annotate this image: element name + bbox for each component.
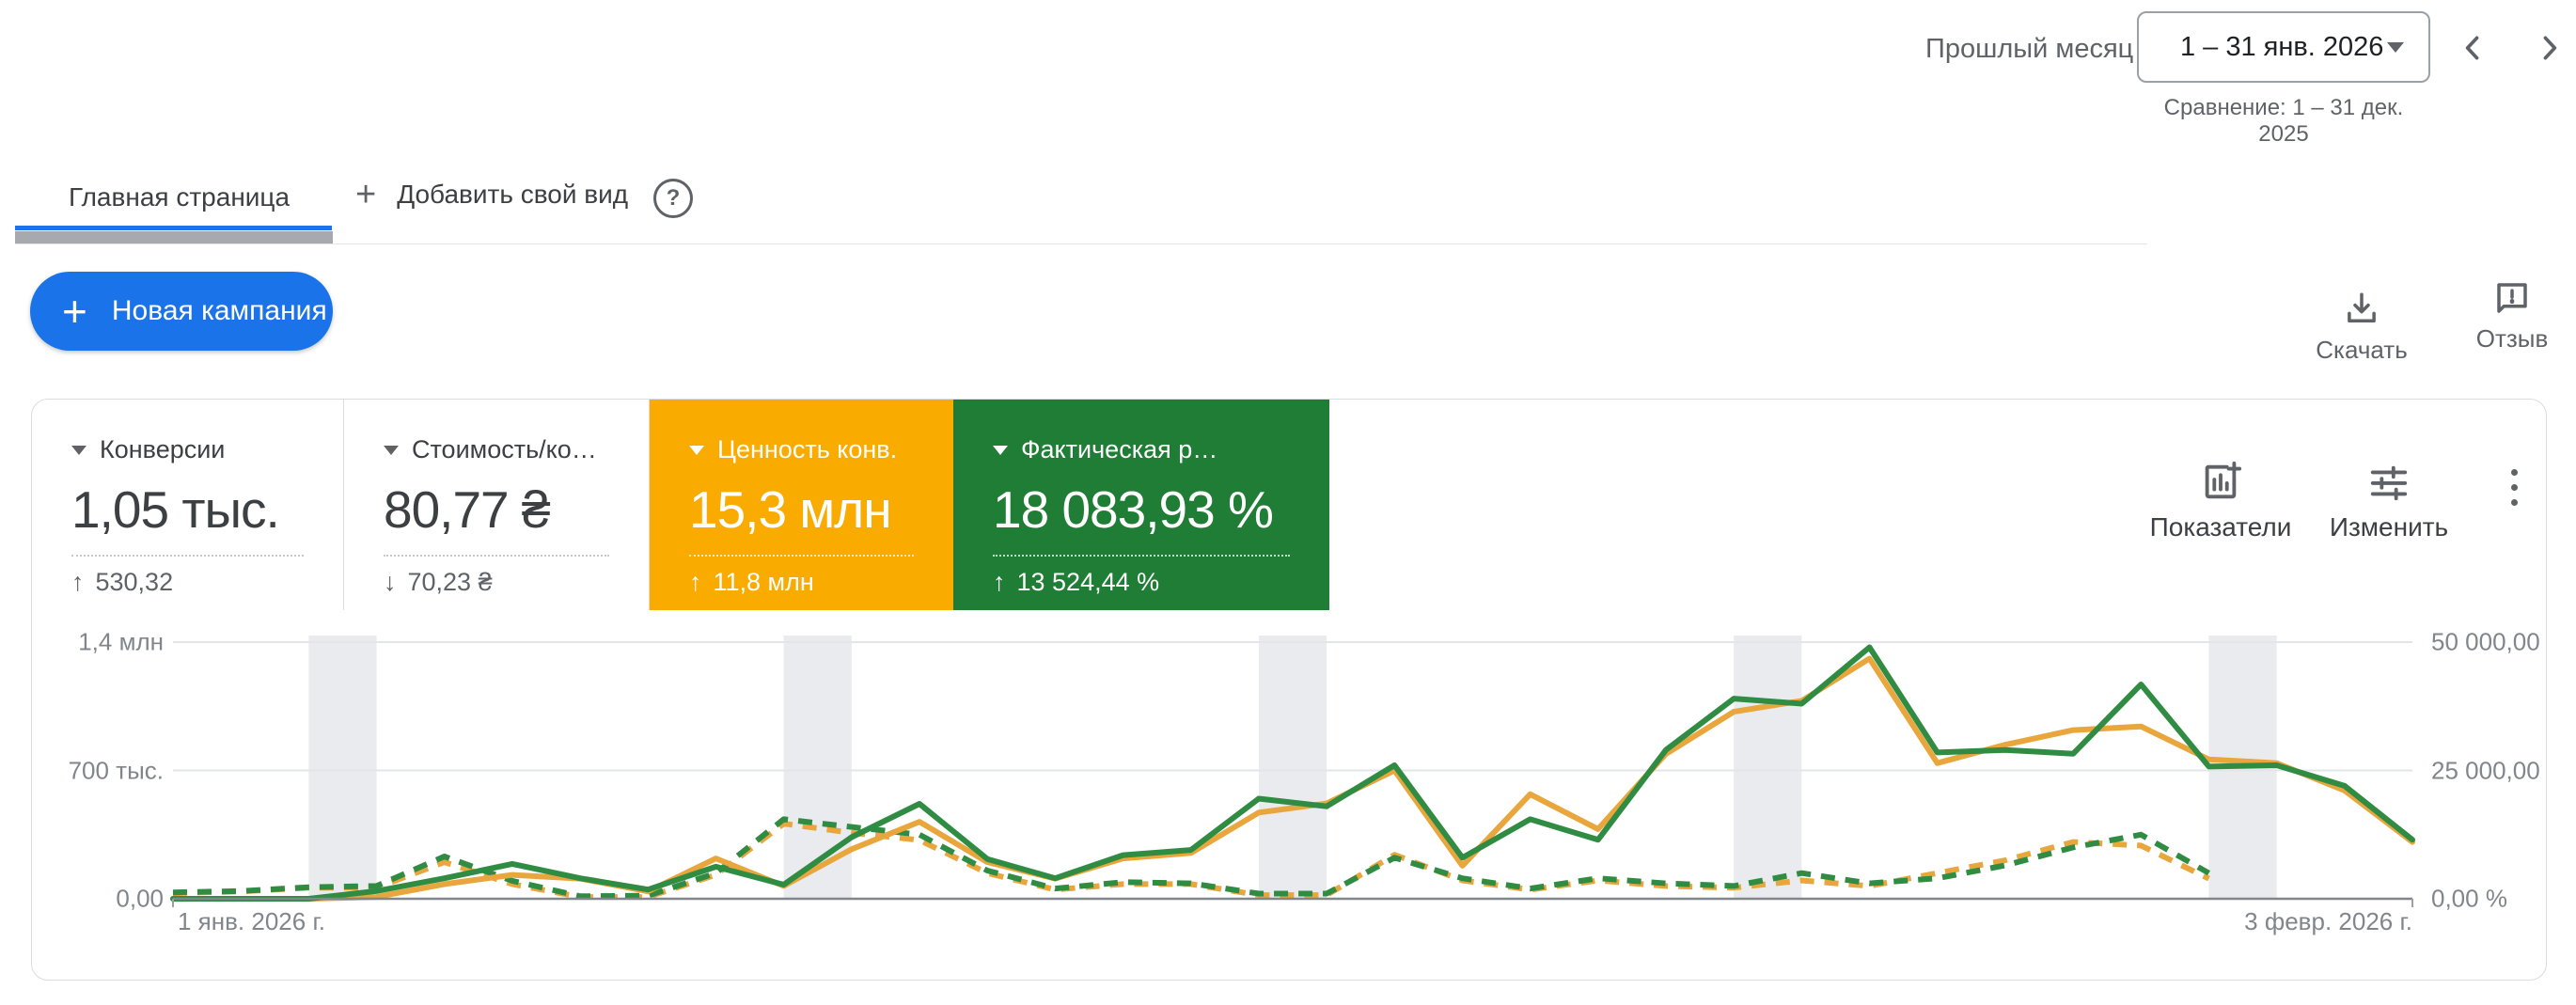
metric-label[interactable]: Конверсии [100,435,226,463]
metric-label[interactable]: Ценность конв. [717,435,898,463]
plus-icon: + [62,287,87,336]
dropdown-arrow-icon [384,445,399,455]
y-right-tick-zero: 0,00 % [2431,884,2507,913]
performance-line-chart[interactable] [32,620,2546,959]
y-right-tick-mid: 25 000,00 % [2431,756,2546,785]
help-glyph: ? [666,185,681,211]
add-custom-view-label: Добавить свой вид [397,180,629,209]
divider [689,555,914,557]
tab-main-page[interactable]: Главная страница [69,182,291,212]
edit-button[interactable]: Изменить [2318,460,2459,542]
y-left-tick-mid: 700 тыс. [68,756,164,785]
metric-value: 18 083,93 % [993,480,1274,539]
chart-add-icon [2205,461,2242,499]
metric-label[interactable]: Стоимость/ко… [412,435,597,463]
dropdown-arrow-icon [71,445,86,455]
help-icon[interactable]: ? [653,179,693,218]
divider [71,555,304,557]
active-tab-underline [15,226,332,230]
edit-label: Изменить [2329,512,2449,542]
x-axis-end-label: 3 февр. 2026 г. [2244,907,2412,935]
tabs-divider [15,243,2147,244]
download-label: Скачать [2316,336,2408,364]
dropdown-arrow-icon [993,445,1008,455]
metric-delta: 11,8 млн [713,568,814,596]
feedback-button[interactable]: Отзыв [2465,278,2559,353]
metric-value: 15,3 млн [689,480,892,539]
overview-panel: Конверсии 1,05 тыс. ↑ 530,32 Стоимость/к… [31,399,2547,981]
tune-icon [2370,465,2408,501]
comparison-range-label: Сравнение: 1 – 31 дек. 2025 [2163,95,2404,147]
metrics-label: Показатели [2149,512,2292,542]
x-axis-start-label: 1 янв. 2026 г. [178,907,325,935]
delta-down-arrow-icon: ↓ [384,568,397,596]
metric-label[interactable]: Фактическая р… [1021,435,1218,463]
chevron-right-icon [2543,36,2557,60]
previous-period-button[interactable] [2452,26,2495,70]
tab-scrollbar[interactable] [15,231,333,244]
scorecard-conversion-value[interactable]: Ценность конв. 15,3 млн ↑ 11,8 млн [650,400,953,610]
y-left-tick-max: 1,4 млн [78,627,164,656]
metric-value: 80,77 ₴ [384,480,551,539]
metric-delta: 70,23 ₴ [407,568,493,596]
scorecard-actual-roas[interactable]: Фактическая р… 18 083,93 % ↑ 13 524,44 % [953,400,1329,610]
divider [384,555,609,557]
metric-delta: 530,32 [95,568,174,596]
new-campaign-button[interactable]: + Новая кампания [30,272,333,351]
download-icon [2348,292,2376,322]
divider [993,555,1290,557]
feedback-label: Отзыв [2475,324,2549,353]
plus-icon: + [355,175,377,214]
chevron-left-icon [2465,36,2479,60]
period-type-label: Прошлый месяц [1925,34,2134,64]
metric-delta: 13 524,44 % [1016,568,1160,596]
delta-up-arrow-icon: ↑ [689,568,702,596]
scorecard-cost-per-conversion[interactable]: Стоимость/ко… 80,77 ₴ ↓ 70,23 ₴ [344,400,650,610]
delta-up-arrow-icon: ↑ [71,568,85,596]
metric-value: 1,05 тыс. [71,480,280,539]
date-range-selector[interactable]: 1 – 31 янв. 2026 [2137,11,2430,83]
dropdown-arrow-icon [689,445,704,455]
chevron-down-icon [2387,41,2404,53]
next-period-button[interactable] [2527,26,2570,70]
add-custom-view-button[interactable]: + Добавить свой вид [355,177,628,212]
metrics-button[interactable]: Показатели [2145,460,2296,542]
scorecard-conversions[interactable]: Конверсии 1,05 тыс. ↑ 530,32 [32,400,344,610]
y-left-tick-zero: 0,00 [116,884,164,913]
y-right-tick-max: 50 000,00 % [2431,627,2546,656]
date-range-value: 1 – 31 янв. 2026 [2180,31,2384,62]
delta-up-arrow-icon: ↑ [993,568,1006,596]
download-button[interactable]: Скачать [2305,290,2418,365]
more-options-menu[interactable] [2505,469,2523,506]
feedback-icon [2497,283,2527,313]
new-campaign-label: Новая кампания [111,295,327,326]
